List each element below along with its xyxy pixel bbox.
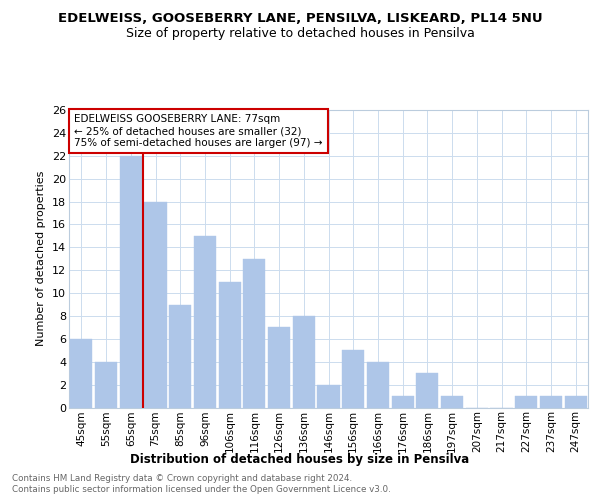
- Text: Size of property relative to detached houses in Pensilva: Size of property relative to detached ho…: [125, 28, 475, 40]
- Text: Distribution of detached houses by size in Pensilva: Distribution of detached houses by size …: [130, 452, 470, 466]
- Bar: [367, 362, 389, 408]
- Bar: [95, 362, 117, 408]
- Y-axis label: Number of detached properties: Number of detached properties: [37, 171, 46, 346]
- Bar: [243, 259, 265, 408]
- Bar: [441, 396, 463, 407]
- Text: EDELWEISS GOOSEBERRY LANE: 77sqm
← 25% of detached houses are smaller (32)
75% o: EDELWEISS GOOSEBERRY LANE: 77sqm ← 25% o…: [74, 114, 323, 148]
- Bar: [342, 350, 364, 408]
- Bar: [194, 236, 216, 408]
- Bar: [268, 328, 290, 407]
- Text: Contains HM Land Registry data © Crown copyright and database right 2024.: Contains HM Land Registry data © Crown c…: [12, 474, 352, 483]
- Bar: [119, 156, 142, 407]
- Bar: [145, 202, 167, 408]
- Bar: [218, 282, 241, 408]
- Bar: [317, 384, 340, 407]
- Bar: [293, 316, 315, 408]
- Text: EDELWEISS, GOOSEBERRY LANE, PENSILVA, LISKEARD, PL14 5NU: EDELWEISS, GOOSEBERRY LANE, PENSILVA, LI…: [58, 12, 542, 26]
- Bar: [540, 396, 562, 407]
- Bar: [70, 339, 92, 407]
- Bar: [169, 304, 191, 408]
- Bar: [392, 396, 414, 407]
- Bar: [515, 396, 538, 407]
- Text: Contains public sector information licensed under the Open Government Licence v3: Contains public sector information licen…: [12, 485, 391, 494]
- Bar: [565, 396, 587, 407]
- Bar: [416, 373, 439, 408]
